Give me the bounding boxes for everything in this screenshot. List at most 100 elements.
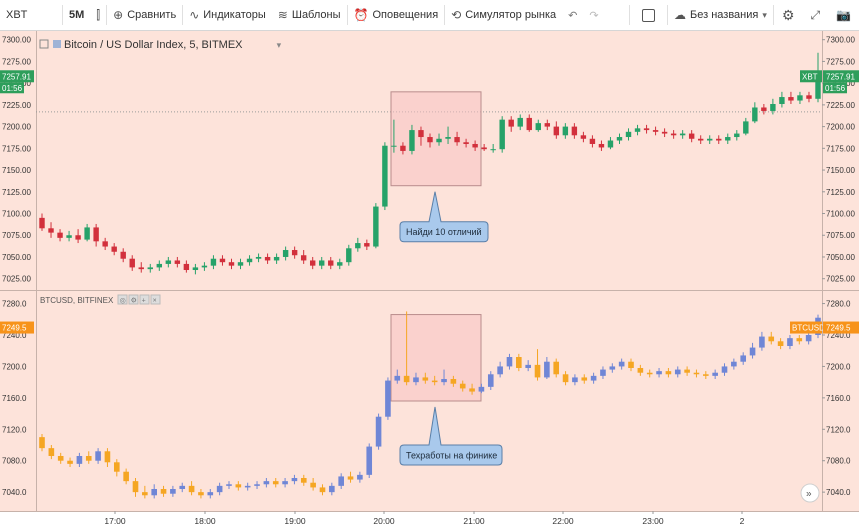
candle-body — [616, 137, 623, 141]
series-title: BTCUSD, BITFINEX — [40, 296, 114, 305]
candle-body — [499, 119, 505, 150]
candle-body — [431, 380, 438, 383]
indicators-button[interactable]: ∿ Индикаторы — [183, 0, 272, 31]
y-tick-right: 7100.00 — [826, 210, 855, 219]
candle-body — [422, 377, 429, 381]
alerts-button[interactable]: ⏰ Оповещения — [348, 0, 445, 31]
legend-action-button[interactable] — [150, 294, 161, 305]
candle-body — [235, 484, 242, 488]
chart-container[interactable]: 7300.007300.007275.007275.007250.007250.… — [0, 31, 859, 526]
candle-body — [366, 446, 373, 475]
candle-body — [263, 481, 270, 485]
symbol-search-button[interactable]: XBT — [0, 0, 62, 31]
y-tick-right: 7150.00 — [826, 166, 855, 175]
callout-balloon[interactable] — [399, 406, 503, 466]
candle-body — [497, 366, 503, 375]
x-tick-label: 22:00 — [552, 516, 574, 526]
legend-action-button[interactable] — [128, 294, 139, 305]
cloud-icon: ☁ — [674, 8, 687, 22]
x-tick-label: 18:00 — [194, 516, 216, 526]
layout-save-button[interactable]: ☁ Без названия ▾ — [668, 0, 773, 31]
candle-body — [661, 131, 668, 134]
settings-button[interactable]: ⚙ — [774, 0, 803, 31]
candle-body — [48, 228, 54, 233]
x-tick-label: 20:00 — [373, 516, 395, 526]
fullscreen-toggle[interactable] — [630, 0, 667, 31]
plus-icon: + — [142, 298, 146, 305]
candle-body — [319, 260, 325, 266]
last-price-tag-left — [0, 70, 34, 83]
toolbar-divider — [182, 5, 184, 25]
y-tick-right: 7225.00 — [826, 101, 855, 110]
candle-body — [788, 97, 794, 101]
candle-body — [385, 380, 391, 417]
plus-circle-icon: ⊕ — [113, 8, 124, 22]
candle-body — [328, 260, 334, 266]
candle-body — [516, 357, 522, 368]
candle-body — [156, 263, 163, 268]
legend-action-button[interactable] — [139, 294, 150, 305]
candle-body — [534, 364, 541, 378]
layout-name-label: Без названия — [690, 9, 759, 21]
replay-button[interactable]: ⟲ Симулятор рынка — [445, 0, 562, 31]
callout-balloon[interactable] — [399, 191, 489, 243]
interval-button[interactable]: 5M — [63, 0, 90, 31]
candle-body — [716, 138, 722, 141]
candle-body — [216, 485, 223, 493]
candle-body — [418, 130, 424, 138]
chart-svg[interactable]: 7300.007300.007275.007275.007250.007250.… — [0, 31, 859, 526]
candle-body — [394, 375, 401, 381]
series-color-swatch — [53, 40, 61, 48]
top-toolbar: XBT 5M ⫿ ⊕ Сравнить ∿ Индикаторы ≋ Шабло… — [0, 0, 859, 31]
compare-button[interactable]: ⊕ Сравнить — [107, 0, 182, 31]
candle-body — [454, 137, 460, 143]
candle-body — [93, 227, 99, 242]
candle-body — [779, 97, 785, 105]
x-tick-label: 21:00 — [463, 516, 485, 526]
legend-action-button[interactable] — [117, 294, 128, 305]
y-tick-left: 7120.0 — [2, 425, 27, 434]
chart-style-button[interactable]: ⫿ — [90, 0, 106, 31]
y-tick-left: 7275.00 — [2, 57, 31, 66]
last-price-tag-left — [0, 321, 34, 334]
candle-body — [634, 128, 641, 132]
candle-body — [796, 338, 803, 342]
y-tick-right: 7240.0 — [826, 331, 851, 340]
candle-body — [731, 361, 737, 367]
redo-icon: ↷ — [589, 9, 599, 22]
last-price-value-right: 7257.91 — [826, 72, 855, 81]
undo-button[interactable]: ↶ — [562, 0, 583, 31]
candle-body — [95, 451, 101, 461]
candle-body — [490, 149, 496, 151]
toolbar-divider — [346, 5, 348, 25]
y-tick-right: 7050.00 — [826, 253, 855, 262]
candle-body — [66, 235, 72, 238]
highlight-rectangle[interactable] — [390, 314, 482, 402]
x-tick-label: 23:00 — [642, 516, 664, 526]
x-tick-label: 17:00 — [104, 516, 126, 526]
candle-body — [815, 76, 821, 99]
square-checkbox-icon — [642, 8, 656, 22]
candle-body — [652, 130, 659, 132]
templates-button[interactable]: ≋ Шаблоны — [272, 0, 347, 31]
expand-button[interactable]: ⤢ — [802, 0, 828, 31]
candle-body — [39, 217, 45, 229]
candle-body — [192, 267, 199, 271]
candle-body — [712, 372, 718, 376]
candle-body — [487, 374, 494, 387]
interval-label: 5M — [69, 9, 85, 21]
candle-body — [282, 250, 289, 257]
collapse-legend-icon[interactable] — [39, 39, 49, 49]
candle-body — [478, 386, 485, 392]
last-price-tag-right — [823, 321, 859, 334]
y-tick-right: 7200.0 — [826, 362, 851, 371]
y-tick-left: 7075.00 — [2, 231, 31, 240]
redo-button[interactable]: ↷ — [583, 0, 604, 31]
candle-body — [553, 126, 560, 136]
candle-body — [273, 256, 280, 261]
series-title[interactable]: Bitcoin / US Dollar Index, 5, BITMEX — [64, 39, 243, 51]
snapshot-button[interactable]: 📷 — [828, 0, 859, 31]
scroll-to-realtime-button[interactable] — [800, 483, 820, 503]
highlight-rectangle[interactable] — [390, 91, 482, 187]
candle-body — [207, 492, 214, 496]
